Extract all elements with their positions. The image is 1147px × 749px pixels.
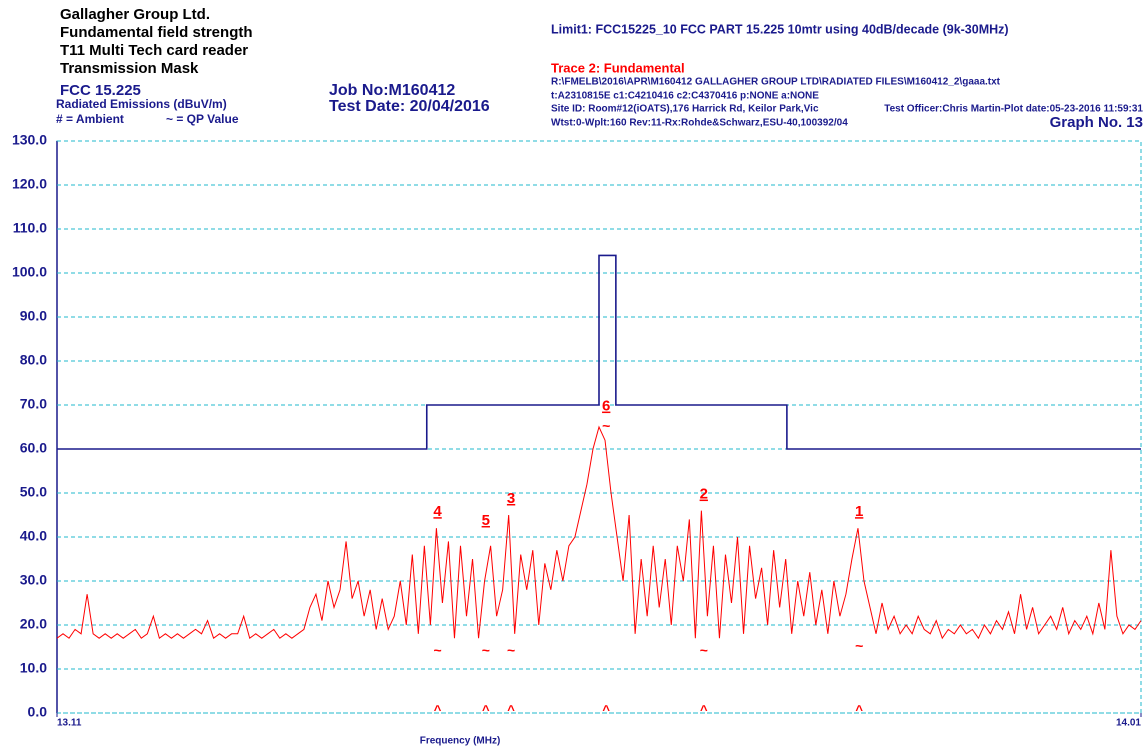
marker-label: 3 (507, 490, 515, 507)
peak-symbol: ^ (434, 702, 442, 717)
y-tick-label: 50.0 (20, 484, 47, 500)
job: Job No:M160412 (329, 82, 455, 99)
header-line: T11 Multi Tech card reader (60, 42, 248, 59)
legend-ambient: # = Ambient (56, 112, 124, 126)
peak-symbol: ^ (482, 702, 490, 717)
y-tick-label: 90.0 (20, 308, 47, 324)
info-line: Wtst:0-Wplt:160 Rev:11-Rx:Rohde&Schwarz,… (551, 118, 848, 129)
y-tick-label: 130.0 (12, 132, 47, 148)
header-line: Gallagher Group Ltd. (60, 6, 210, 23)
info-line: R:\FMELB\2016\APR\M160412 GALLAGHER GROU… (551, 77, 1001, 88)
series-line (56, 425, 1142, 640)
header-line: Fundamental field strength (60, 24, 253, 41)
y-tick-label: 80.0 (20, 352, 47, 368)
info-line: Site ID: Room#12(iOATS),176 Harrick Rd, … (551, 104, 819, 115)
units: Radiated Emissions (dBuV/m) (56, 97, 227, 111)
marker-label: 5 (482, 512, 490, 529)
y-tick-label: 100.0 (12, 264, 47, 280)
trace-label: Trace 2: Fundamental (551, 60, 685, 75)
marker-label: 2 (700, 486, 708, 503)
marker-label: 4 (433, 503, 442, 520)
header-line: Transmission Mask (60, 60, 199, 77)
officer: Test Officer:Chris Martin-Plot date:05-2… (884, 104, 1143, 115)
test-date: Test Date: 20/04/2016 (329, 98, 490, 115)
info-line: t:A2310815E c1:C4210416 c2:C4370416 p:NO… (551, 91, 819, 102)
x-axis-title: Frequency (MHz) (420, 736, 501, 747)
qp-symbol: ~ (700, 642, 708, 658)
y-tick-label: 70.0 (20, 396, 47, 412)
x-tick-label: 14.01 (1116, 718, 1141, 729)
peak-symbol: ^ (855, 702, 863, 717)
qp-symbol: ~ (855, 638, 863, 654)
y-tick-label: 20.0 (20, 616, 47, 632)
qp-symbol: ~ (434, 642, 442, 658)
peak-symbol: ^ (700, 702, 708, 717)
qp-symbol: ~ (507, 642, 515, 658)
y-tick-label: 60.0 (20, 440, 47, 456)
peak-symbol: ^ (602, 702, 610, 717)
y-tick-label: 120.0 (12, 176, 47, 192)
marker-label: 6 (602, 398, 610, 415)
y-tick-label: 10.0 (20, 660, 47, 676)
y-tick-label: 110.0 (13, 220, 47, 236)
standard: FCC 15.225 (60, 82, 141, 99)
qp-symbol: ~ (482, 642, 490, 658)
marker-label: 1 (855, 503, 863, 520)
limit-label: Limit1: FCC15225_10 FCC PART 15.225 10mt… (551, 22, 1009, 36)
y-tick-label: 40.0 (20, 528, 47, 544)
peak-symbol: ^ (507, 702, 515, 717)
legend-qp: ~ = QP Value (166, 112, 239, 126)
series-line (57, 254, 1141, 450)
y-tick-label: 0.0 (28, 704, 48, 720)
graph-number: Graph No. 13 (1050, 114, 1143, 131)
qp-symbol: ~ (602, 418, 610, 434)
x-tick-label: 13.11 (57, 718, 82, 729)
y-tick-label: 30.0 (20, 572, 47, 588)
